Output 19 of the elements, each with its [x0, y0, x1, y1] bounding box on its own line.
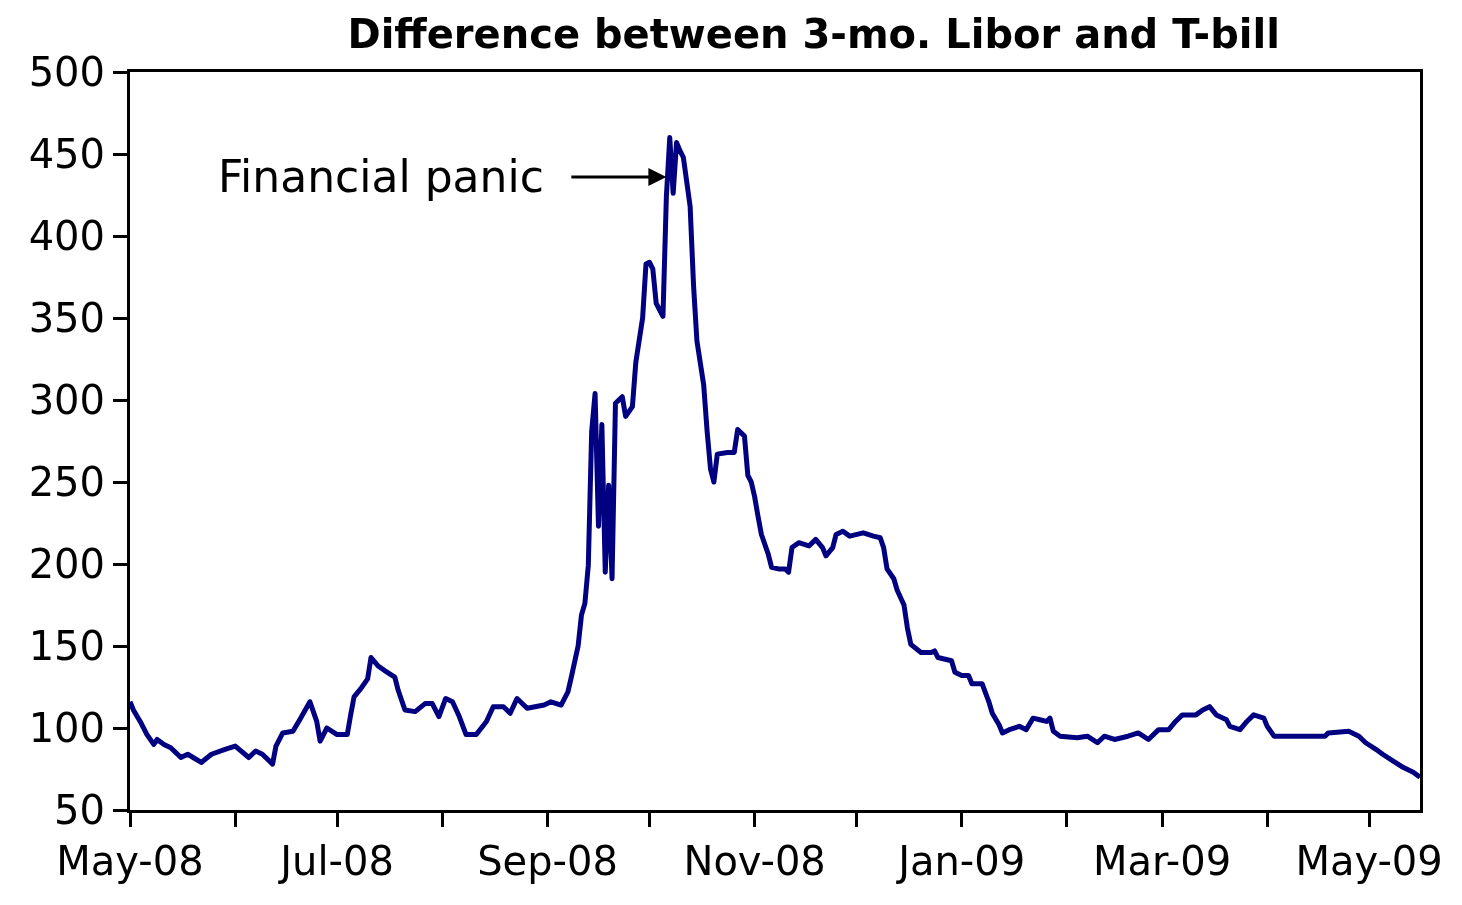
- y-tick-label: 250: [28, 459, 105, 505]
- x-tick-label: Mar-09: [1092, 838, 1232, 884]
- y-tick-label: 450: [28, 131, 105, 177]
- x-tick-label: Jul-08: [277, 838, 394, 884]
- chart-title: Difference between 3-mo. Libor and T-bill: [347, 11, 1280, 57]
- annotation: Financial panic: [218, 151, 544, 202]
- x-tick-label: May-09: [1295, 838, 1443, 884]
- y-tick-label: 100: [28, 705, 105, 751]
- y-tick-label: 300: [28, 377, 105, 423]
- x-tick-label: May-08: [56, 838, 204, 884]
- y-tick-label: 400: [28, 213, 105, 259]
- y-tick-label: 200: [28, 541, 105, 587]
- y-tick-label: 350: [28, 295, 105, 341]
- y-tick-label: 500: [28, 49, 105, 95]
- x-tick-label: Jan-09: [895, 838, 1026, 884]
- y-tick-label: 50: [54, 787, 105, 833]
- x-tick-label: Nov-08: [683, 838, 826, 884]
- y-tick-label: 150: [28, 623, 105, 669]
- x-tick-label: Sep-08: [477, 838, 618, 884]
